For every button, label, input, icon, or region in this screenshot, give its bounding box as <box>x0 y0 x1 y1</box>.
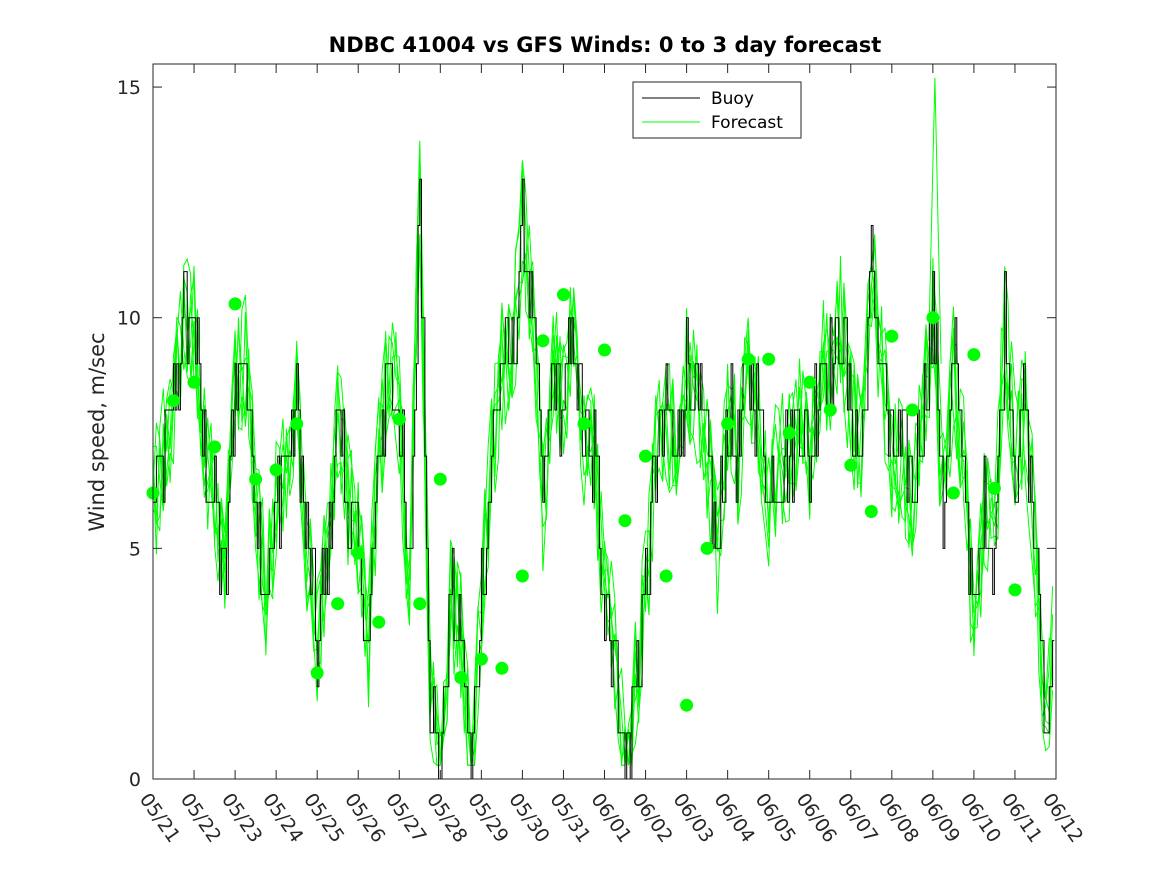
forecast-marker <box>762 352 776 366</box>
forecast-marker <box>187 375 201 389</box>
forecast-marker <box>680 698 694 712</box>
forecast-marker <box>372 615 386 629</box>
forecast-marker <box>351 546 365 560</box>
forecast-marker <box>474 652 488 666</box>
forecast-marker <box>310 666 324 680</box>
forecast-marker <box>1008 583 1022 597</box>
forecast-marker <box>495 661 509 675</box>
forecast-marker <box>290 417 304 431</box>
forecast-marker <box>741 352 755 366</box>
forecast-marker <box>331 597 345 611</box>
forecast-marker <box>987 481 1001 495</box>
forecast-marker <box>618 514 632 528</box>
y-tick-label: 0 <box>129 769 141 791</box>
buoy-line <box>153 178 1055 780</box>
forecast-series <box>152 77 1054 766</box>
forecast-marker <box>885 329 899 343</box>
forecast-marker <box>167 394 180 408</box>
forecast-marker <box>700 541 714 555</box>
legend: Buoy Forecast <box>632 81 802 139</box>
forecast-marker <box>598 343 611 357</box>
chart-title: NDBC 41004 vs GFS Winds: 0 to 3 day fore… <box>329 33 882 57</box>
forecast-marker <box>433 472 447 486</box>
forecast-marker <box>721 417 735 431</box>
forecast-line <box>152 161 1054 766</box>
forecast-marker <box>639 449 652 463</box>
forecast-marker <box>823 403 837 417</box>
forecast-marker <box>844 458 858 472</box>
forecast-peak-line <box>928 77 942 364</box>
forecast-marker <box>803 375 817 389</box>
forecast-marker <box>782 426 796 440</box>
forecast-marker <box>905 403 919 417</box>
forecast-marker <box>659 569 673 583</box>
forecast-marker <box>967 348 981 362</box>
forecast-line <box>152 140 1054 766</box>
forecast-marker <box>269 463 283 477</box>
forecast-marker <box>926 311 940 325</box>
forecast-marker <box>454 671 468 684</box>
forecast-marker <box>228 297 242 311</box>
y-axis-ticks: 0 5 10 15 <box>117 77 1056 791</box>
forecast-marker <box>392 412 406 426</box>
legend-box <box>632 81 802 139</box>
forecast-marker <box>413 597 427 611</box>
buoy-series <box>153 178 1055 780</box>
forecast-marker <box>577 417 591 431</box>
y-tick-label: 15 <box>117 77 141 99</box>
forecast-marker <box>515 569 529 583</box>
forecast-markers <box>146 288 1022 712</box>
forecast-marker <box>208 440 222 454</box>
legend-forecast-label: Forecast <box>711 113 783 133</box>
y-axis-label: Wind speed, m/sec <box>85 332 109 531</box>
forecast-marker <box>557 288 570 302</box>
forecast-marker <box>249 472 263 486</box>
y-tick-label: 5 <box>129 538 141 560</box>
forecast-marker <box>864 505 878 518</box>
forecast-marker <box>536 334 550 348</box>
y-tick-label: 10 <box>117 308 141 330</box>
forecast-line <box>152 170 1054 766</box>
forecast-marker <box>946 486 960 500</box>
legend-buoy-label: Buoy <box>711 89 754 109</box>
